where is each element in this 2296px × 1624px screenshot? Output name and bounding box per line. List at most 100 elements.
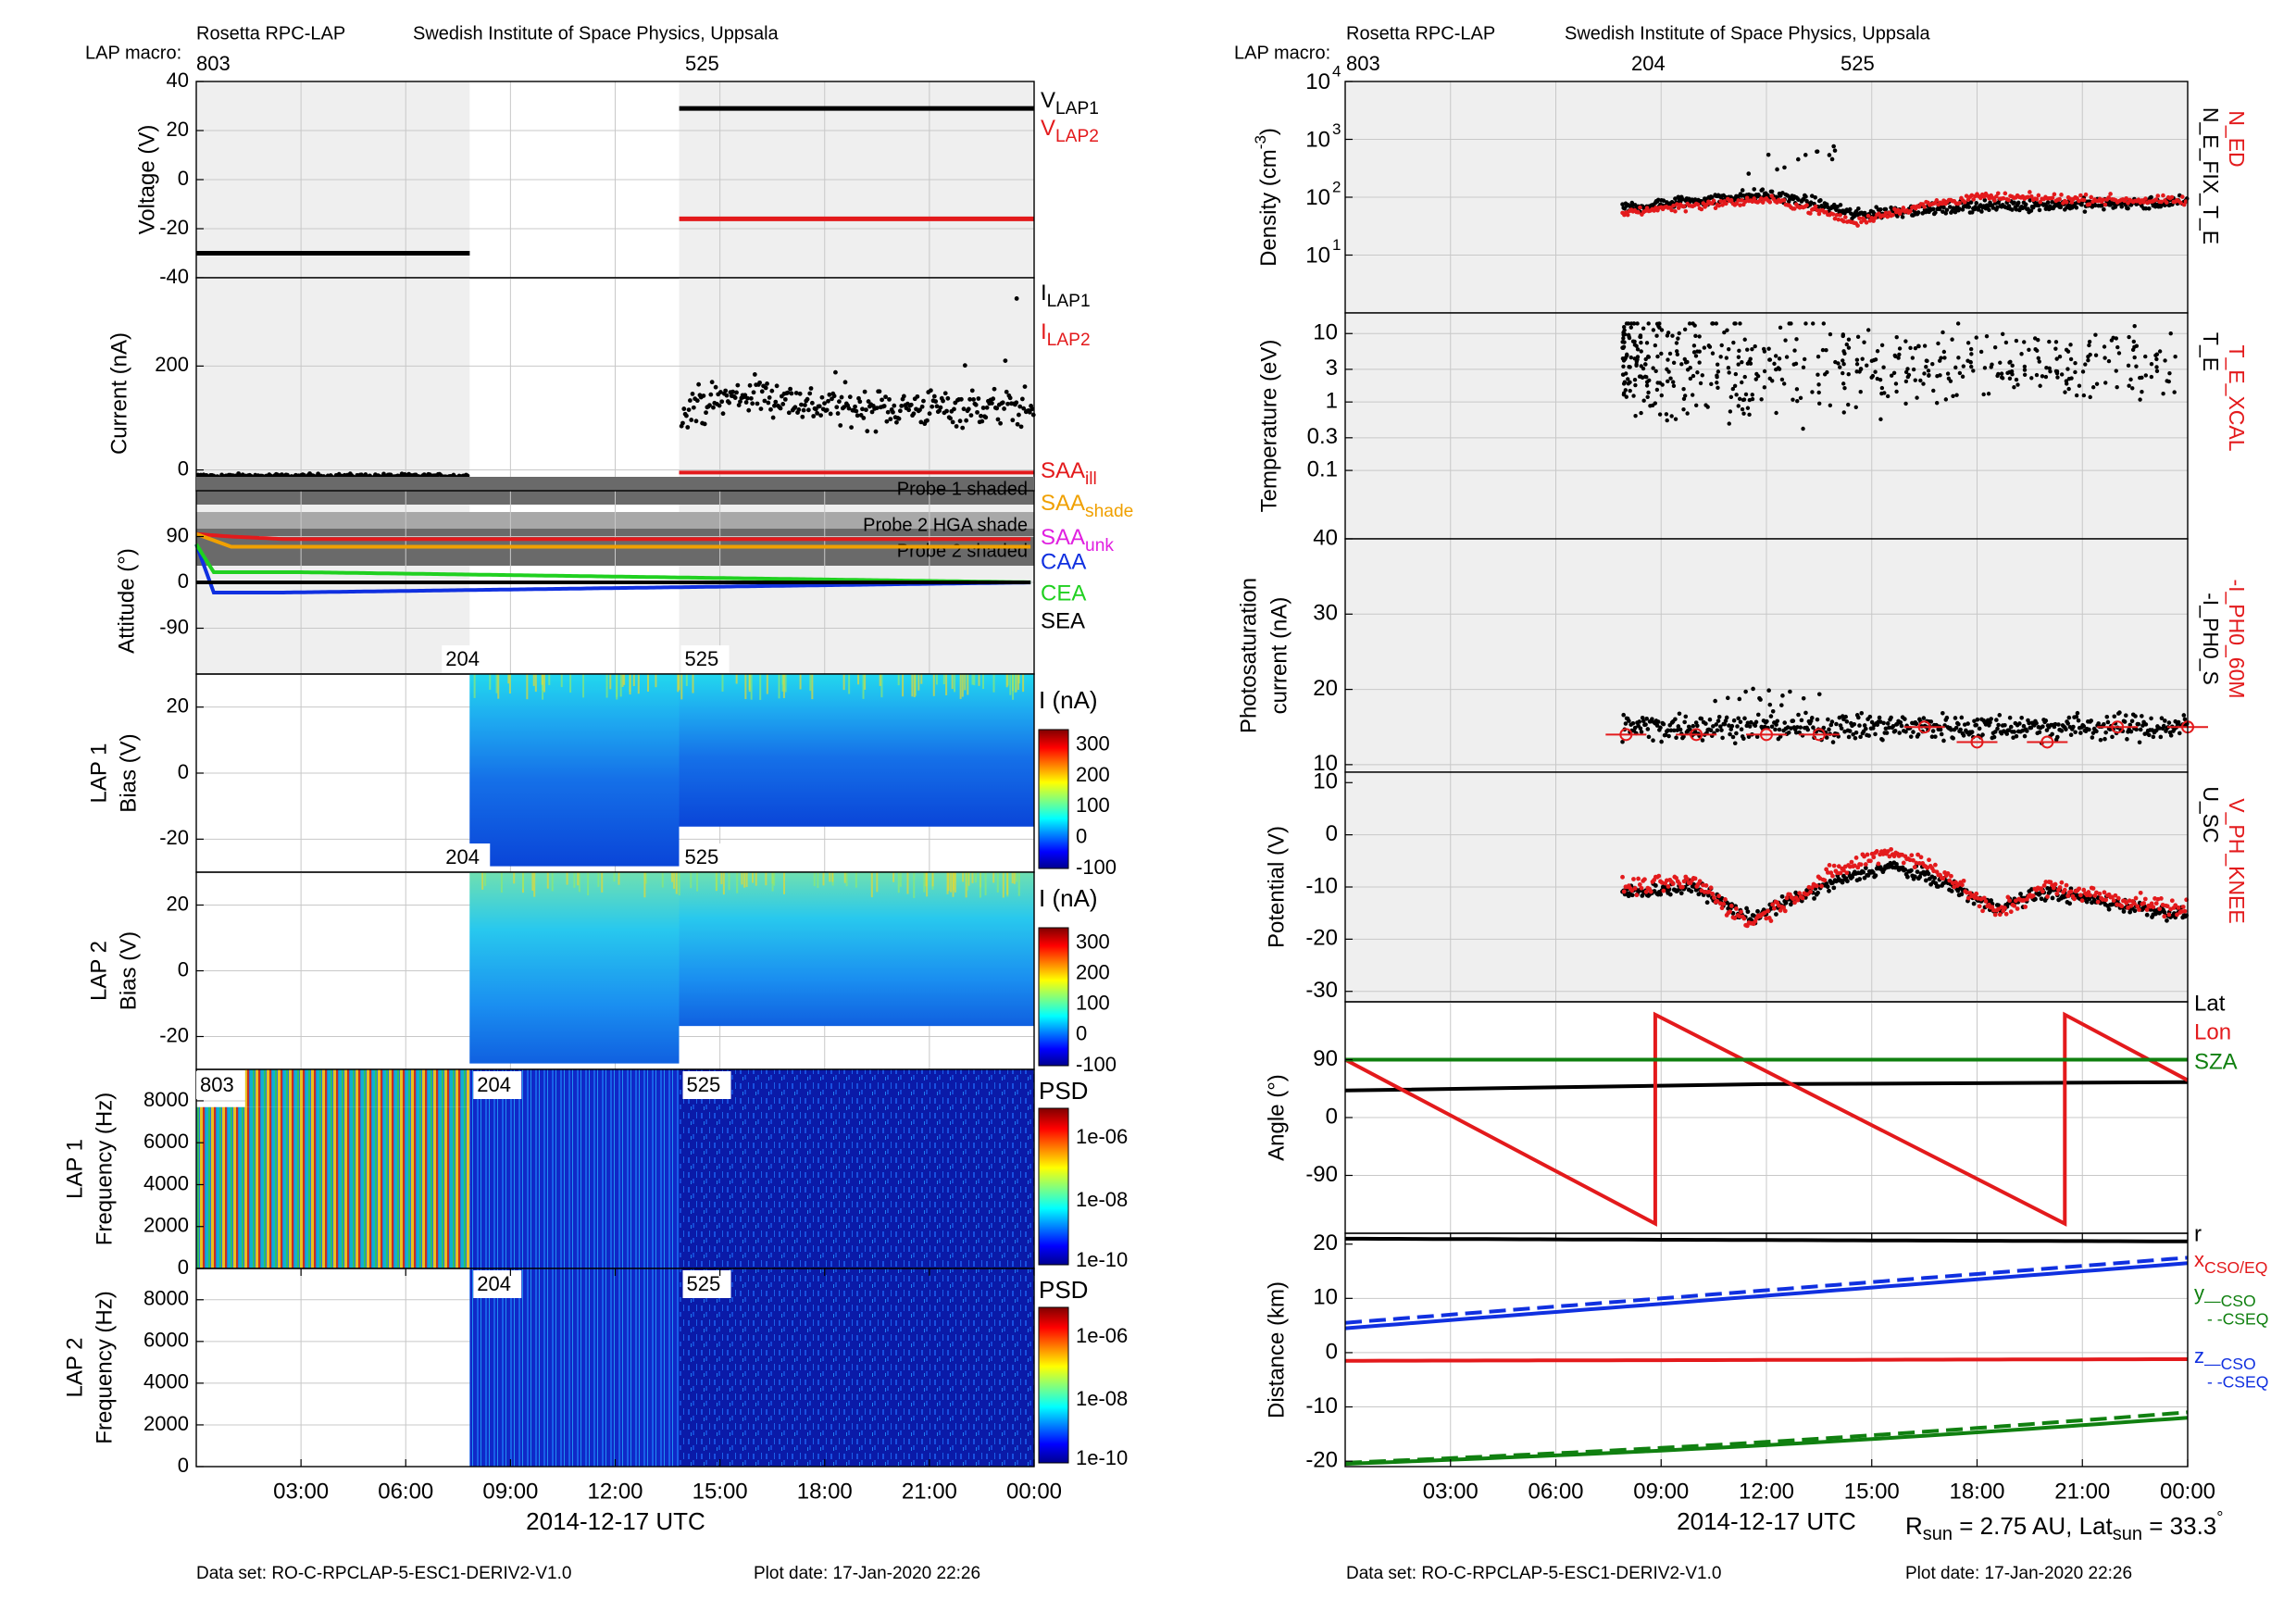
- current-point-ilap1: [727, 400, 732, 406]
- temperature-point-te: [2012, 385, 2016, 390]
- potential-ytick-label: -20: [1305, 926, 1338, 951]
- distance-ylabel: Distance (km): [1264, 1281, 1289, 1418]
- photo-point-s: [1671, 728, 1677, 733]
- temperature-point-te: [2066, 376, 2072, 381]
- temperature-point-te: [1676, 336, 1680, 341]
- temperature-point-te: [1945, 371, 1951, 376]
- temperature-point-te: [1733, 371, 1739, 377]
- temperature-point-te: [1727, 421, 1731, 426]
- photo-point-s: [2163, 718, 2167, 723]
- photo-point-s: [1977, 726, 1982, 731]
- temperature-point-te: [1635, 355, 1641, 359]
- density-point-nefix: [2012, 200, 2016, 206]
- temperature-point-te: [1726, 366, 1731, 370]
- photo-point-s: [1921, 716, 1927, 720]
- current-point-ilap1: [934, 404, 940, 409]
- photo-point-s: [1816, 692, 1822, 697]
- density-point-ned: [2067, 196, 2073, 201]
- photo-point-s: [2102, 721, 2106, 727]
- potential-point-vph: [1992, 912, 1998, 918]
- density-point-ned: [2143, 196, 2148, 201]
- lap1-freq-colorbar-tick: 1e-06: [1076, 1125, 1128, 1148]
- temperature-point-te: [1989, 365, 1993, 369]
- density-point-nefix: [2037, 207, 2042, 213]
- potential-point-vph: [1991, 907, 1996, 913]
- photo-point-s: [2181, 713, 2187, 718]
- temperature-point-te: [1711, 321, 1716, 326]
- potential-point-vph: [2097, 891, 2103, 896]
- temperature-point-te: [1671, 383, 1677, 388]
- current-point-ilap1: [723, 388, 729, 394]
- temperature-point-te: [2059, 372, 2065, 377]
- current-point-ilap1: [864, 407, 868, 413]
- density-ylabel: Density (cm-3): [1252, 128, 1281, 267]
- potential-point-vph: [1629, 888, 1635, 893]
- current-point-ilap1: [833, 369, 838, 375]
- current-point-ilap1: [822, 401, 827, 406]
- potential-point-vph: [2138, 890, 2143, 895]
- density-point-ned: [2026, 194, 2030, 200]
- lap1-bias-heat-streak: [945, 674, 948, 695]
- temperature-point-te: [1941, 349, 1947, 355]
- potential-point-vph: [1858, 862, 1864, 868]
- lap1-freq-ytick-label: 4000: [144, 1171, 189, 1194]
- lap1-bias-ytick-label: -20: [159, 826, 189, 849]
- lap2-bias-heat-streak: [831, 872, 834, 882]
- legend-attitude-0-sub: ill: [1085, 469, 1097, 489]
- density-point-nefix: [1847, 206, 1853, 212]
- potential-point-vph: [1912, 865, 1917, 870]
- lap1-bias-colorbar-tick: 200: [1076, 763, 1110, 786]
- density-point-ned: [1699, 206, 1704, 212]
- rsun-part-5: °: [2216, 1508, 2223, 1527]
- temperature-point-te: [1789, 321, 1793, 326]
- temperature-point-te: [2014, 377, 2019, 382]
- photo-point-s: [1753, 719, 1759, 725]
- right-footer-plotdate: Plot date: 17-Jan-2020 22:26: [1905, 1564, 2132, 1583]
- density-point-ned: [1841, 219, 1846, 224]
- photo-point-s: [1801, 696, 1806, 701]
- current-point-ilap1: [717, 403, 722, 408]
- current-point-ilap1: [720, 411, 726, 417]
- current-point-ilap1: [971, 397, 976, 402]
- photo-point-s: [1746, 734, 1752, 740]
- temperature-point-te: [1931, 388, 1936, 394]
- current-point-ilap1: [928, 388, 933, 394]
- temperature-point-te: [1866, 328, 1871, 332]
- temperature-point-te: [1846, 372, 1851, 377]
- density-ytick-base: 10: [1305, 185, 1330, 210]
- lap2-bias-heat-streak: [773, 872, 776, 886]
- lap1-bias-heat-streak: [744, 674, 747, 700]
- photo-point-s: [2004, 731, 2010, 736]
- current-point-ilap1: [800, 414, 805, 419]
- density-point-ned: [2038, 199, 2043, 205]
- density-point-ned: [1781, 197, 1787, 203]
- photo-point-s: [1745, 720, 1751, 726]
- lap2-bias-heat-streak: [577, 872, 580, 886]
- density-point-ned: [2034, 196, 2040, 202]
- potential-point-usc: [1812, 895, 1816, 901]
- density-point-ned: [2164, 200, 2169, 205]
- temperature-point-te: [1784, 355, 1790, 359]
- photo-point-s: [2014, 733, 2019, 739]
- photo-point-s: [2043, 718, 2049, 723]
- legend-ilap1-sub: LAP1: [1047, 292, 1091, 311]
- photo-point-s: [1734, 731, 1739, 736]
- photo-point-s: [1809, 716, 1815, 720]
- temperature-point-te: [1654, 333, 1659, 338]
- photo-point-s: [1830, 740, 1836, 744]
- current-point-ilap1: [763, 385, 768, 391]
- current-point-ilap1: [680, 420, 685, 426]
- left-footer-plotdate: Plot date: 17-Jan-2020 22:26: [754, 1564, 980, 1583]
- temperature-point-te: [2022, 372, 2028, 377]
- density-point-ned: [1683, 208, 1689, 214]
- current-point-ilap1: [792, 405, 798, 410]
- temperature-point-te: [1732, 383, 1738, 389]
- temperature-point-te: [1621, 372, 1626, 377]
- temperature-point-te: [2063, 390, 2067, 394]
- temperature-point-te: [2103, 356, 2107, 360]
- temperature-point-te: [1982, 366, 1988, 370]
- temperature-point-te: [1870, 373, 1876, 379]
- current-point-ilap1: [1014, 400, 1019, 406]
- photo-point-s: [2168, 733, 2174, 738]
